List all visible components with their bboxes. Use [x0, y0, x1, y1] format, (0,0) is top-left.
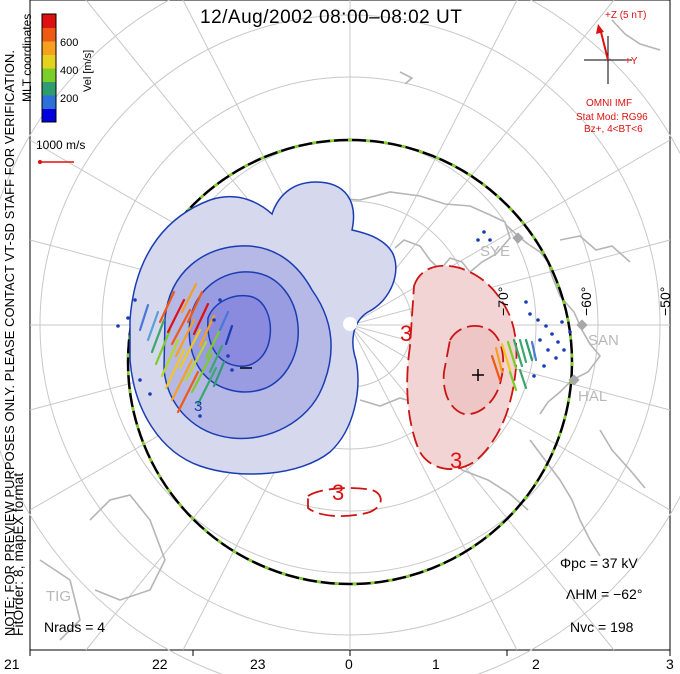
colorbar-frame — [41, 13, 57, 123]
bottom-axis — [29, 650, 671, 656]
coordinates-label: MLT coordinates — [20, 13, 34, 102]
mlt-label-0: 0 — [345, 656, 353, 672]
imf-condition: Bz+, 4<BT<6 — [584, 124, 643, 135]
imf-y-label: +Y — [625, 56, 638, 67]
contour-label-positive-3b: 3 — [450, 448, 463, 473]
station-sye: SYE — [480, 243, 511, 260]
stat-n-vc: Nvc = 198 — [570, 619, 634, 635]
colorbar-swatch — [42, 81, 56, 96]
map-title: 12/Aug/2002 08:00–08:02 UT — [200, 7, 463, 28]
colorbar-swatch — [42, 108, 56, 123]
colorbar-tick-600: 600 — [60, 37, 79, 49]
pole-marker — [343, 317, 357, 331]
colorbar-label: Vel [m/s] — [82, 49, 94, 92]
mlt-label-1: 1 — [432, 656, 440, 672]
mlt-label-2: 2 — [532, 656, 540, 672]
velocity-vectors-dusk — [138, 282, 234, 414]
contour-label-positive-3c: 3 — [332, 480, 345, 505]
velocity-dots-dusk — [116, 298, 234, 418]
lat-label-50: −50° — [657, 286, 673, 316]
vector-scale-label: 1000 m/s — [36, 138, 86, 152]
positive-centre-marker — [472, 369, 484, 381]
colorbar — [41, 13, 57, 123]
stat-lambda-hm: ΛHM = −62° — [566, 586, 643, 602]
colorbar-swatch — [42, 14, 56, 28]
colorbar-swatch — [42, 68, 56, 82]
imf-source: OMNI IMF — [586, 98, 633, 109]
hm-boundary-dashes — [126, 138, 574, 586]
coastlines — [39, 19, 661, 641]
mlt-label-3: 3 — [666, 656, 674, 672]
vector-scale-arrow — [38, 160, 74, 164]
contour-label-positive-3a: 3 — [400, 321, 413, 346]
colorbar-swatch — [42, 54, 56, 69]
colorbar-swatch — [42, 27, 56, 42]
lat-label-70: −70° — [495, 286, 511, 316]
stat-n-rads: Nrads = 4 — [44, 619, 106, 635]
colorbar-swatch — [42, 41, 56, 55]
fit-order-note: FitOrder: 8, mapEX format — [11, 472, 26, 636]
imf-z-label: +Z (5 nT) — [605, 10, 647, 21]
lat-label-60: −60° — [578, 286, 594, 316]
station-san: SAN — [588, 332, 619, 349]
stat-phi-pc: Φpc = 37 kV — [560, 555, 638, 571]
station-hal: HAL — [578, 388, 608, 405]
mlt-label-21: 21 — [4, 656, 20, 672]
station-markers — [512, 232, 588, 386]
colorbar-swatch — [42, 95, 56, 109]
velocity-dots-dawn — [476, 230, 572, 378]
mlt-label-22: 22 — [152, 656, 168, 672]
mlt-label-23: 23 — [250, 656, 266, 672]
imf-stat-model: Stat Mod: RG96 — [576, 112, 648, 123]
colorbar-tick-400: 400 — [60, 65, 79, 77]
station-tig: TIG — [46, 588, 71, 605]
positive-cell — [307, 264, 518, 517]
contour-label-negative-3: 3 — [194, 398, 203, 415]
velocity-vectors-dawn — [490, 338, 538, 392]
colorbar-tick-200: 200 — [60, 93, 79, 105]
imf-clock — [584, 24, 632, 84]
